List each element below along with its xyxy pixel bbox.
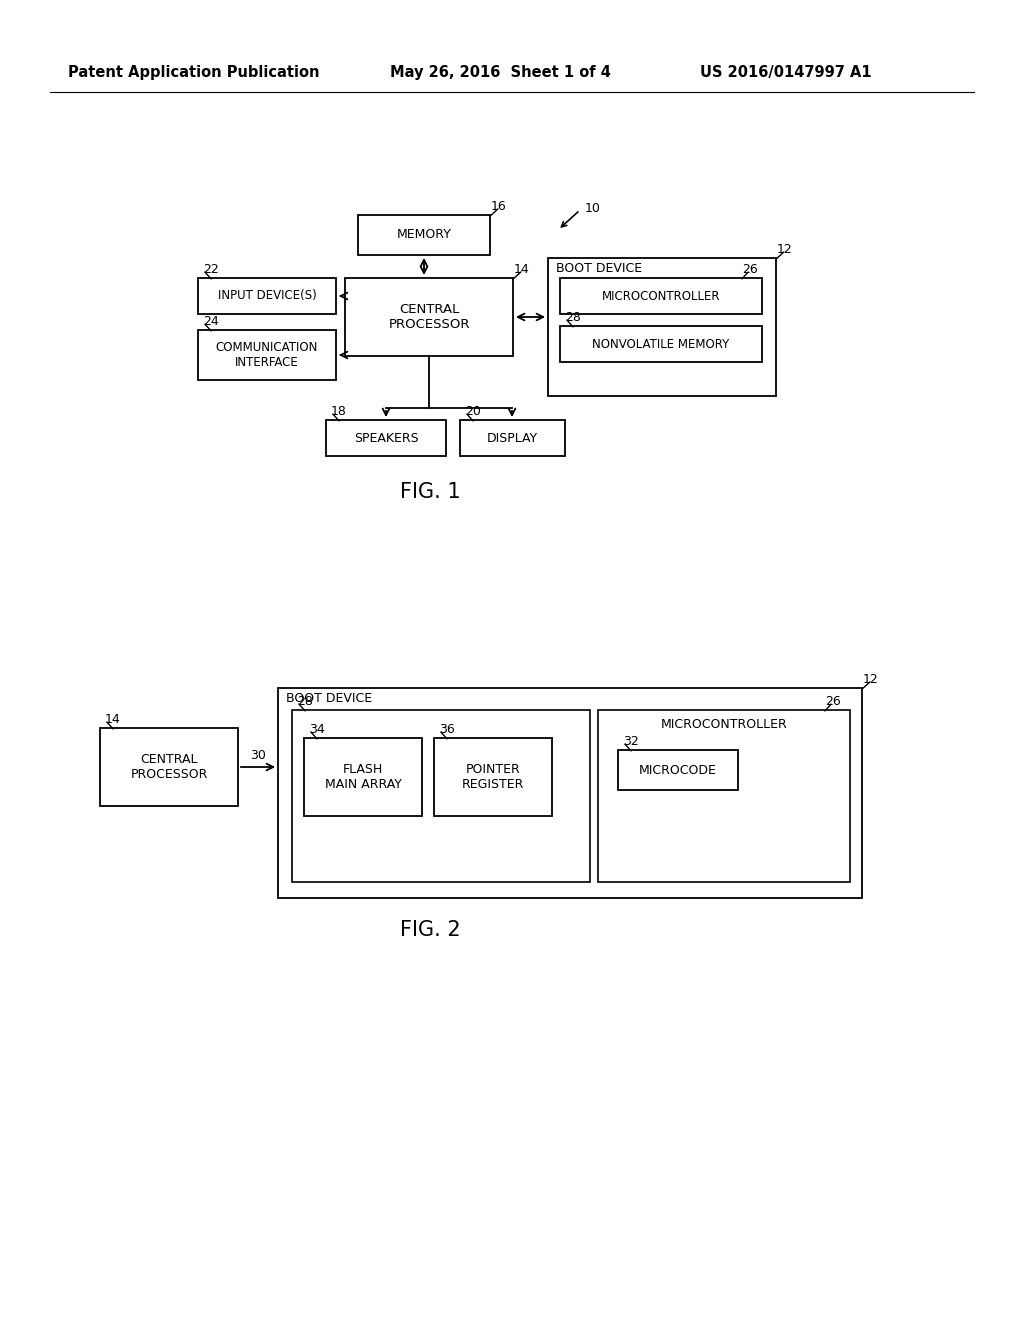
Text: 34: 34 [309,723,325,737]
Text: 36: 36 [439,723,455,737]
Text: FIG. 2: FIG. 2 [399,920,461,940]
Bar [198,330,336,380]
Bar [460,420,565,455]
Text: FIG. 1: FIG. 1 [399,482,461,502]
Text: DISPLAY: DISPLAY [487,432,538,445]
Bar [560,279,762,314]
Text: 28: 28 [565,312,581,323]
Text: MICROCONTROLLER: MICROCONTROLLER [660,718,787,730]
Text: SPEAKERS: SPEAKERS [353,432,419,445]
Text: 26: 26 [825,696,841,708]
Bar [278,688,862,898]
Text: INPUT DEVICE(S): INPUT DEVICE(S) [218,289,316,302]
Text: 22: 22 [203,263,219,276]
Text: CENTRAL
PROCESSOR: CENTRAL PROCESSOR [130,752,208,781]
Text: POINTER
REGISTER: POINTER REGISTER [462,763,524,791]
Text: 14: 14 [105,713,121,726]
Text: 10: 10 [585,202,601,214]
Text: 20: 20 [465,405,481,418]
Bar [598,710,850,882]
Text: 28: 28 [297,696,313,708]
Text: CENTRAL
PROCESSOR: CENTRAL PROCESSOR [388,304,470,331]
Bar [326,420,446,455]
Text: MICROCONTROLLER: MICROCONTROLLER [602,289,720,302]
Text: NONVOLATILE MEMORY: NONVOLATILE MEMORY [592,338,730,351]
Bar [548,257,776,396]
Bar [560,326,762,362]
Text: FLASH
MAIN ARRAY: FLASH MAIN ARRAY [325,763,401,791]
Text: 16: 16 [490,201,507,213]
Bar [292,710,590,882]
Text: BOOT DEVICE: BOOT DEVICE [556,261,642,275]
Text: 12: 12 [777,243,793,256]
Text: 26: 26 [742,263,758,276]
Text: May 26, 2016  Sheet 1 of 4: May 26, 2016 Sheet 1 of 4 [390,65,611,79]
Text: 18: 18 [331,405,347,418]
Text: 12: 12 [863,673,879,686]
Text: COMMUNICATION
INTERFACE: COMMUNICATION INTERFACE [216,341,318,370]
Text: MEMORY: MEMORY [396,228,452,242]
Bar [100,729,238,807]
Text: 30: 30 [250,748,266,762]
Bar [345,279,513,356]
Text: MICROCODE: MICROCODE [639,763,717,776]
Text: 24: 24 [203,315,219,327]
Bar [198,279,336,314]
Bar [304,738,422,816]
Text: BOOT DEVICE: BOOT DEVICE [286,692,372,705]
Bar [618,750,738,789]
Text: US 2016/0147997 A1: US 2016/0147997 A1 [700,65,871,79]
Text: 32: 32 [623,735,639,748]
Text: Patent Application Publication: Patent Application Publication [68,65,319,79]
Bar [434,738,552,816]
Bar [358,215,490,255]
Text: 14: 14 [514,263,529,276]
